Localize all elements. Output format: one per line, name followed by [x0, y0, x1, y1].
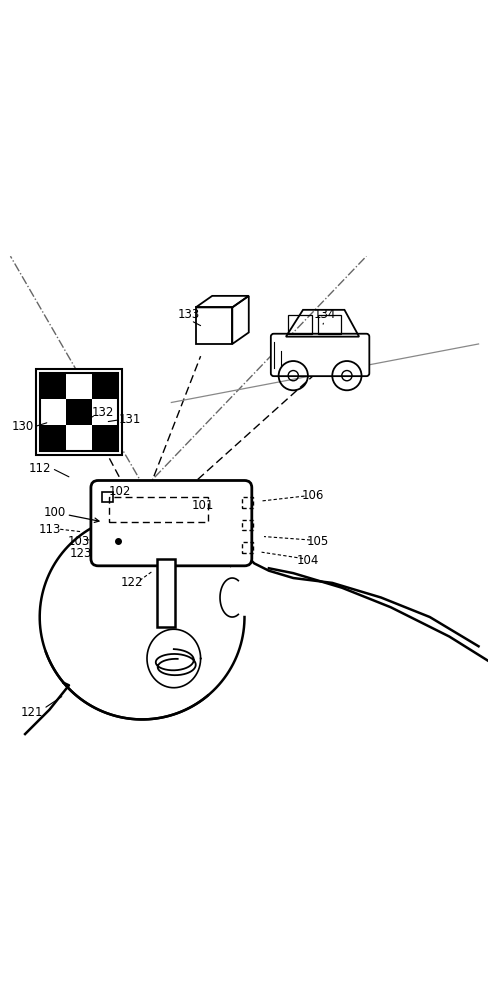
Text: 121: 121: [21, 706, 43, 719]
Text: 113: 113: [38, 523, 61, 536]
Text: 103: 103: [67, 535, 90, 548]
Bar: [65, 399, 92, 425]
Text: 106: 106: [301, 489, 323, 502]
Bar: [102, 492, 113, 502]
Bar: [40, 373, 118, 451]
Bar: [109, 497, 208, 522]
Text: 130: 130: [12, 420, 34, 433]
FancyBboxPatch shape: [270, 334, 368, 376]
Text: 122: 122: [121, 576, 143, 589]
Text: 131: 131: [119, 413, 141, 426]
Bar: [242, 542, 252, 553]
FancyBboxPatch shape: [91, 480, 251, 566]
Bar: [157, 559, 175, 627]
Bar: [242, 497, 252, 508]
Text: 101: 101: [191, 499, 214, 512]
Bar: [288, 315, 311, 334]
Bar: [40, 373, 65, 399]
Bar: [92, 373, 118, 399]
Text: 100: 100: [43, 506, 65, 519]
Bar: [40, 425, 65, 451]
Bar: [92, 425, 118, 451]
Text: 105: 105: [306, 535, 328, 548]
Text: 133: 133: [177, 308, 199, 321]
Bar: [317, 315, 340, 334]
Text: 132: 132: [92, 406, 114, 419]
Text: 104: 104: [296, 554, 319, 567]
Text: 112: 112: [28, 462, 51, 475]
Text: 123: 123: [70, 547, 92, 560]
Bar: [36, 369, 122, 455]
Bar: [242, 520, 252, 530]
Text: 102: 102: [109, 485, 131, 498]
Text: 134: 134: [313, 308, 335, 321]
